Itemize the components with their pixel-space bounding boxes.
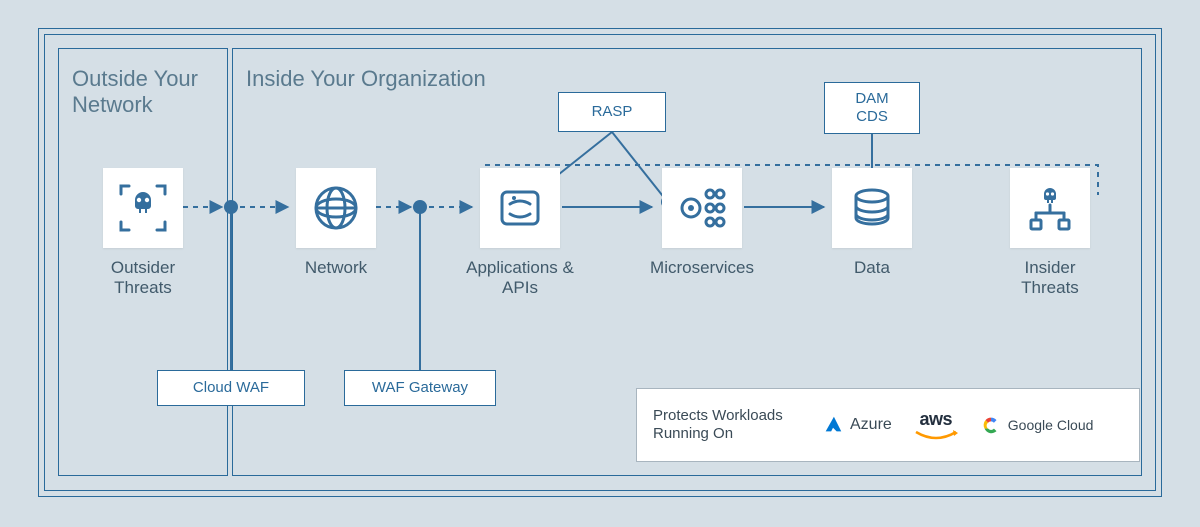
aws-icon [914,430,958,442]
azure-icon [822,414,844,436]
provider-label: Azure [850,416,892,434]
pill-dam-cds: DAM CDS [824,82,920,134]
gcp-icon [980,414,1002,436]
provider-label: aws [920,409,953,430]
pill-waf-gateway: WAF Gateway [344,370,496,406]
network-icon [296,168,376,248]
node-insider-threats: Insider Threats [1010,168,1090,298]
insider-threats-icon [1010,168,1090,248]
data-icon [832,168,912,248]
node-label: Outsider Threats [103,258,183,298]
node-microservices: Microservices [662,168,742,278]
pill-rasp: RASP [558,92,666,132]
node-data: Data [832,168,912,278]
applications-apis-icon [480,168,560,248]
node-label: Insider Threats [1010,258,1090,298]
cloud-providers-box: Protects Workloads Running On Azure aws … [636,388,1140,462]
node-label: Microservices [642,258,762,278]
outsider-threats-icon [103,168,183,248]
node-label: Applications & APIs [460,258,580,298]
node-outsider-threats: Outsider Threats [103,168,183,298]
provider-aws: aws [914,409,958,442]
cloud-box-text: Protects Workloads Running On [637,407,822,443]
section-inside-title: Inside Your Organization [246,66,546,92]
node-label: Data [832,258,912,278]
node-applications-apis: Applications & APIs [480,168,560,298]
pill-cloud-waf: Cloud WAF [157,370,305,406]
microservices-icon [662,168,742,248]
provider-gcp: Google Cloud [980,414,1094,436]
diagram-frame: Outside Your Network Inside Your Organiz… [0,0,1200,527]
provider-label: Google Cloud [1008,417,1094,433]
provider-azure: Azure [822,414,892,436]
section-outside-title: Outside Your Network [72,66,222,118]
node-network: Network [296,168,376,278]
node-label: Network [296,258,376,278]
